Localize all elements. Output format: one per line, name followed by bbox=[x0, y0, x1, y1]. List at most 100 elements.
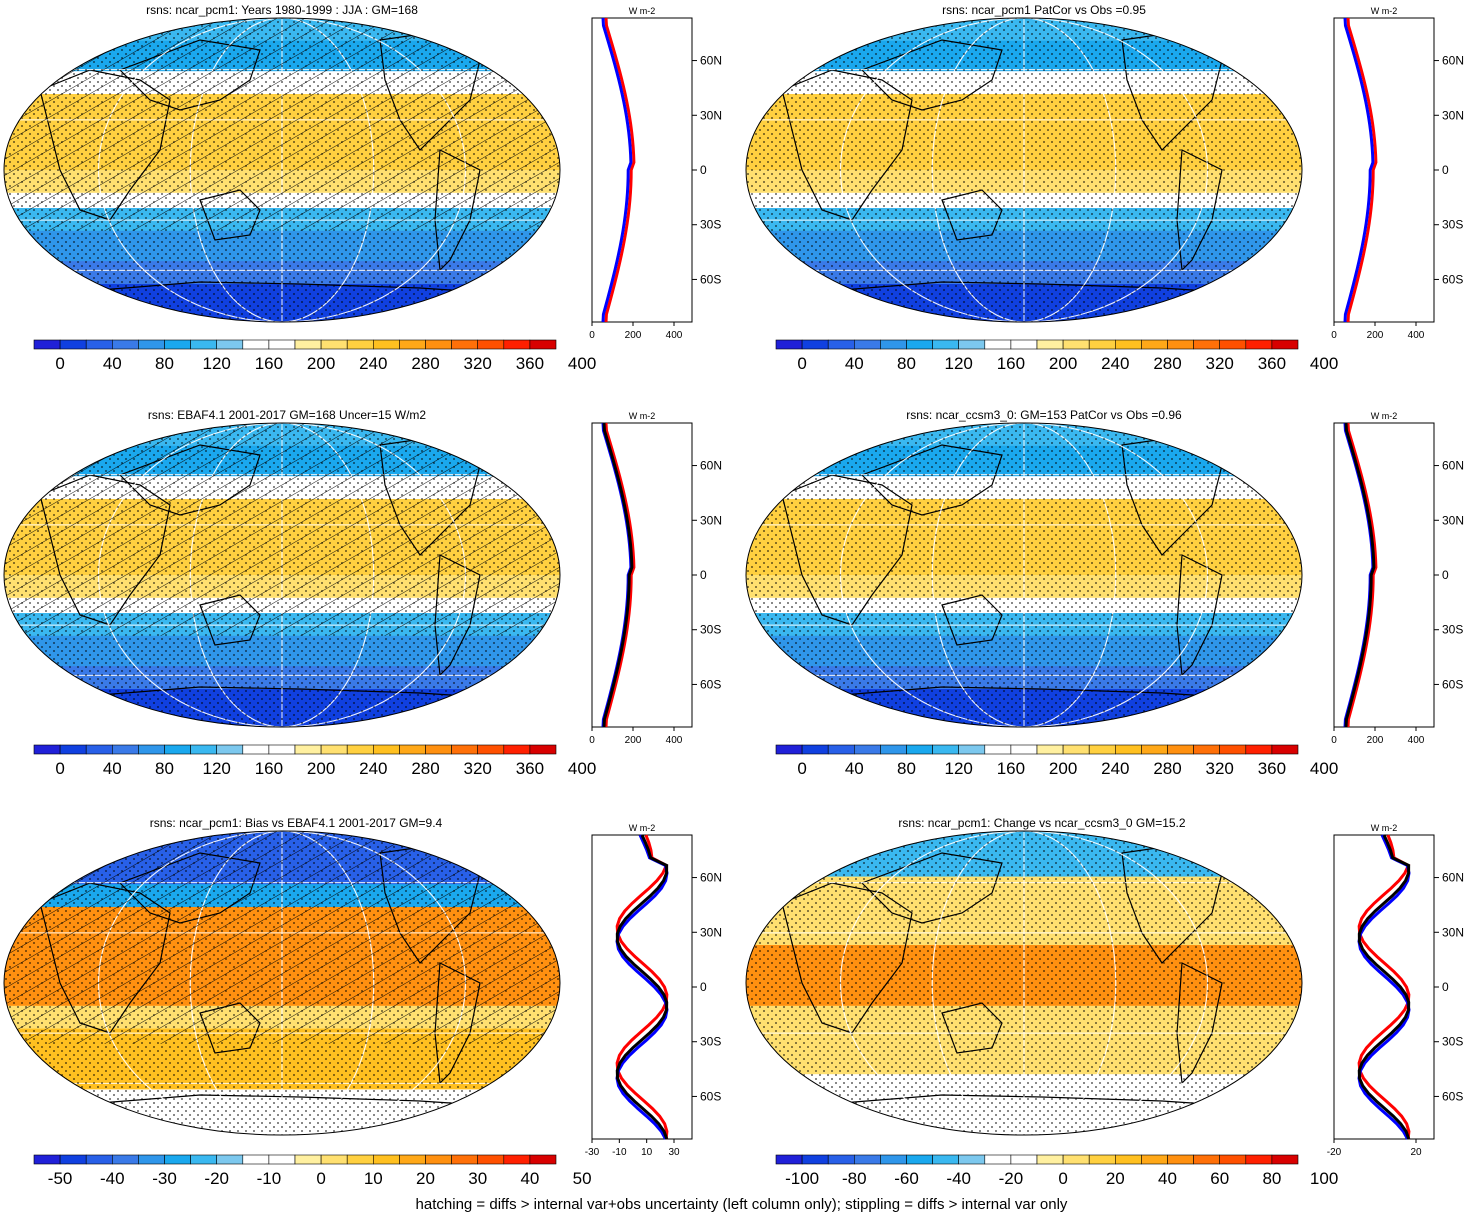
colorbar: -100 -80 -60 -40 -20 0 20 40 60 80 100 bbox=[775, 1154, 1338, 1188]
panel-title: rsns: ncar_pcm1 PatCor vs Obs =0.95 bbox=[942, 3, 1146, 17]
colorbar-swatch bbox=[33, 1154, 61, 1165]
colorbar-swatch bbox=[112, 744, 139, 755]
colorbar-label: -40 bbox=[100, 1169, 125, 1188]
lat-label: 0 bbox=[1442, 980, 1449, 994]
map-border bbox=[745, 17, 1303, 323]
colorbar-swatch bbox=[1088, 744, 1116, 755]
map-figure: 0 40 80 120 160 200 240 280 320 360 400 W m-2 60N 30N… bbox=[3, 6, 722, 373]
colorbar-swatch bbox=[1219, 744, 1247, 755]
colorbar-swatch bbox=[1010, 744, 1038, 755]
colorbar-swatch bbox=[451, 1154, 479, 1165]
colorbar: 0 40 80 120 160 200 240 280 320 360 400 bbox=[33, 339, 596, 373]
colorbar-swatch bbox=[1062, 1154, 1090, 1165]
colorbar-swatch bbox=[399, 1154, 426, 1165]
x-tick-label: 30 bbox=[668, 1147, 680, 1158]
colorbar-swatch bbox=[958, 339, 986, 350]
colorbar-label: 240 bbox=[1101, 759, 1129, 778]
lat-label: 30N bbox=[700, 513, 722, 527]
profile-frame bbox=[591, 17, 693, 323]
profile-curve bbox=[1346, 422, 1378, 728]
colorbar-swatch bbox=[138, 339, 165, 350]
colorbar-swatch bbox=[1193, 339, 1221, 350]
x-tick-label: 20 bbox=[1410, 1147, 1422, 1158]
colorbar-swatch bbox=[854, 339, 881, 350]
colorbar-label: 0 bbox=[1058, 1169, 1067, 1188]
panel-title: rsns: ncar_pcm1: Change vs ncar_ccsm3_0 … bbox=[898, 816, 1186, 830]
colorbar-label: 100 bbox=[1310, 1169, 1338, 1188]
colorbar-label: 30 bbox=[468, 1169, 487, 1188]
colorbar-label: 120 bbox=[945, 759, 973, 778]
profile-unit: W m-2 bbox=[1371, 411, 1398, 421]
x-tick-label: 200 bbox=[625, 735, 642, 746]
colorbar-swatch bbox=[242, 339, 270, 350]
x-tick-label: 400 bbox=[666, 735, 683, 746]
colorbar-swatch bbox=[827, 1154, 855, 1165]
colorbar-swatch bbox=[1088, 339, 1116, 350]
colorbar-label: 320 bbox=[464, 354, 492, 373]
colorbar: 0 40 80 120 160 200 240 280 320 360 400 bbox=[775, 744, 1338, 778]
colorbar-swatch bbox=[320, 1154, 348, 1165]
colorbar-swatch bbox=[827, 339, 855, 350]
colorbar-label: 40 bbox=[845, 354, 864, 373]
colorbar-swatch bbox=[59, 744, 87, 755]
lat-label: 0 bbox=[1442, 568, 1449, 582]
colorbar-swatch bbox=[399, 744, 426, 755]
lat-label: 60N bbox=[1442, 871, 1464, 885]
colorbar-swatch bbox=[827, 744, 855, 755]
zonal-profile: W m-2 60N 30N 0 30S 60S 0 200 400 bbox=[1331, 411, 1464, 746]
profile-unit: W m-2 bbox=[629, 6, 656, 16]
colorbar-swatch bbox=[85, 339, 113, 350]
colorbar-swatch bbox=[320, 744, 348, 755]
colorbar-label: 40 bbox=[103, 354, 122, 373]
panel-title: rsns: ncar_pcm1: Years 1980-1999 : JJA :… bbox=[146, 3, 418, 17]
colorbar-label: -10 bbox=[257, 1169, 282, 1188]
panel-p2: rsns: ncar_pcm1 PatCor vs Obs =0.95 0 40 8… bbox=[742, 0, 1483, 400]
lat-label: 60N bbox=[700, 871, 722, 885]
colorbar-swatch bbox=[294, 339, 322, 350]
colorbar-swatch bbox=[1141, 744, 1168, 755]
profile-unit: W m-2 bbox=[1371, 823, 1398, 833]
colorbar-label: -100 bbox=[785, 1169, 819, 1188]
stippling bbox=[746, 18, 1302, 322]
x-tick-label: 400 bbox=[1408, 735, 1425, 746]
panel-p6: rsns: ncar_pcm1: Change vs ncar_ccsm3_0 … bbox=[742, 813, 1483, 1193]
colorbar-swatch bbox=[138, 1154, 165, 1165]
colorbar-swatch bbox=[190, 744, 218, 755]
x-tick-label: 0 bbox=[589, 735, 595, 746]
colorbar-swatch bbox=[958, 744, 986, 755]
colorbar-swatch bbox=[399, 339, 426, 350]
lat-label: 30S bbox=[700, 218, 721, 232]
colorbar-label: -20 bbox=[999, 1169, 1024, 1188]
lat-label: 60S bbox=[700, 1089, 721, 1103]
colorbar-swatch bbox=[1167, 744, 1194, 755]
colorbar-swatch bbox=[1114, 339, 1142, 350]
profile-curve bbox=[601, 17, 633, 323]
colorbar-swatch bbox=[294, 744, 322, 755]
map-figure: 0 40 80 120 160 200 240 280 320 360 400 W m-2 60N 30N… bbox=[745, 6, 1464, 373]
colorbar-label: 80 bbox=[155, 759, 174, 778]
profile-curve bbox=[1343, 17, 1375, 323]
colorbar-swatch bbox=[1036, 744, 1064, 755]
profile-curve bbox=[615, 834, 669, 1140]
colorbar-swatch bbox=[1114, 1154, 1142, 1165]
colorbar-swatch bbox=[138, 744, 165, 755]
lat-label: 0 bbox=[700, 163, 707, 177]
colorbar-swatch bbox=[320, 339, 348, 350]
colorbar-swatch bbox=[906, 339, 933, 350]
lat-label: 60N bbox=[1442, 54, 1464, 68]
profile-curve bbox=[1357, 834, 1411, 1140]
panel-p5: rsns: ncar_pcm1: Bias vs EBAF4.1 2001-20… bbox=[0, 813, 742, 1193]
colorbar-label: 200 bbox=[307, 759, 335, 778]
lat-label: 30S bbox=[700, 1035, 721, 1049]
profile-curve bbox=[615, 834, 669, 1140]
map-border bbox=[3, 17, 561, 323]
colorbar-swatch bbox=[984, 1154, 1012, 1165]
x-tick-label: 200 bbox=[625, 330, 642, 341]
panel-p1: rsns: ncar_pcm1: Years 1980-1999 : JJA :… bbox=[0, 0, 742, 400]
hatching bbox=[4, 18, 560, 231]
colorbar-swatch bbox=[1271, 744, 1299, 755]
map-fill bbox=[4, 18, 560, 322]
colorbar-label: 40 bbox=[103, 759, 122, 778]
panel-title: rsns: ncar_pcm1: Bias vs EBAF4.1 2001-20… bbox=[149, 816, 443, 830]
colorbar-label: 360 bbox=[1258, 759, 1286, 778]
